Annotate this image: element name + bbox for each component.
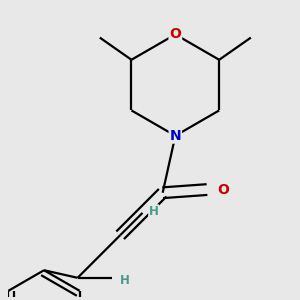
Text: H: H xyxy=(120,274,130,287)
Text: N: N xyxy=(169,129,181,143)
Text: O: O xyxy=(217,183,229,196)
Text: O: O xyxy=(169,27,181,41)
Text: H: H xyxy=(149,205,158,218)
